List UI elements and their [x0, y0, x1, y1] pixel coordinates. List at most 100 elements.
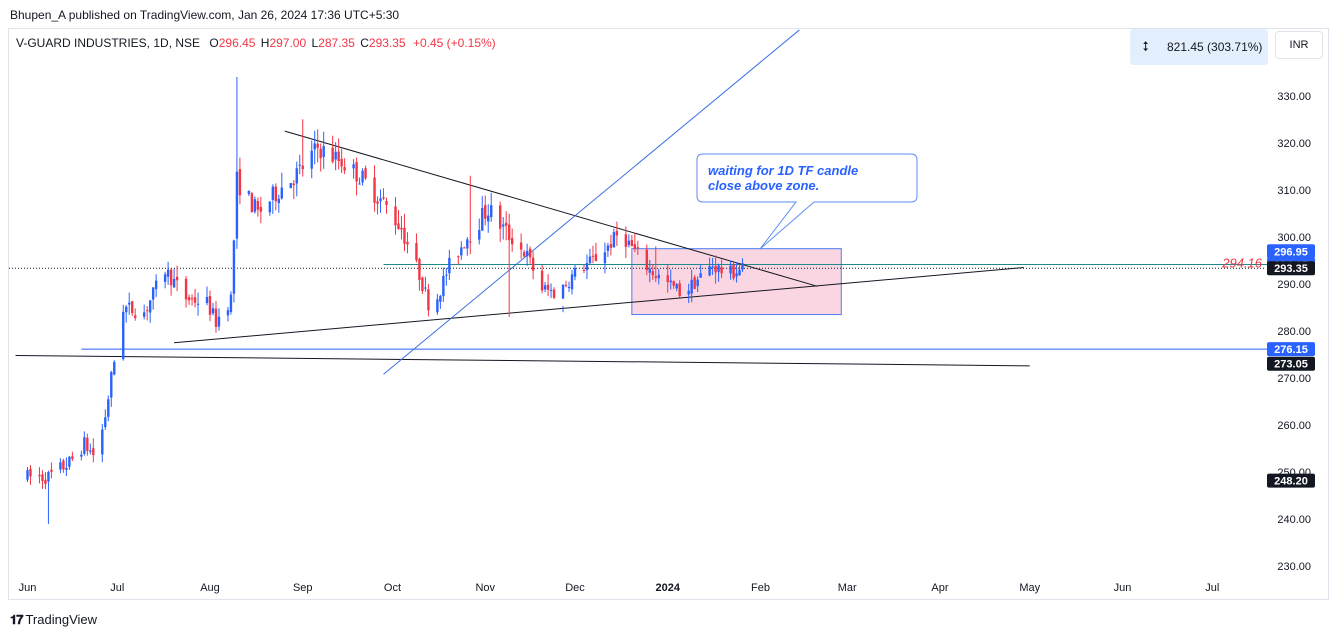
candle-body [193, 297, 197, 303]
x-tick-label: Mar [838, 582, 857, 594]
candle-body [445, 274, 448, 276]
y-tick-label: 320.00 [1277, 138, 1311, 150]
candle-body [528, 248, 532, 258]
candle-body [151, 287, 155, 300]
symbol-name[interactable]: V-GUARD INDUSTRIES, 1D, NSE [16, 36, 201, 50]
brand-text: TradingView [25, 612, 98, 627]
candle-body [540, 270, 544, 291]
candle-body [50, 469, 53, 472]
candle-body [448, 257, 451, 274]
x-tick-label: Jul [110, 582, 124, 594]
candle-body [190, 298, 194, 300]
candle-body [552, 289, 556, 298]
candle-body [507, 224, 511, 241]
candle-body [487, 215, 490, 222]
candle-body [59, 462, 62, 470]
candle-body [648, 268, 651, 273]
price-label-text: 296.95 [1274, 246, 1308, 258]
candle-body [400, 227, 403, 230]
high-value: 297.00 [269, 36, 307, 50]
candle-body [484, 205, 487, 219]
currency-button[interactable]: INR [1275, 31, 1323, 59]
y-tick-label: 270.00 [1277, 373, 1311, 385]
candle-body [376, 201, 379, 204]
price-label-text: 276.15 [1274, 344, 1308, 356]
tradingview-footer[interactable]: 𝟏𝟕 TradingView [10, 612, 97, 628]
candle-body [271, 186, 275, 200]
candle-body [145, 310, 149, 312]
x-tick-label: May [1019, 582, 1040, 594]
candle-body [561, 284, 565, 299]
candle-body [666, 275, 669, 283]
callout-line-2: close above zone. [708, 178, 819, 193]
close-value: 293.35 [368, 36, 406, 50]
candle-body [711, 266, 714, 268]
open-label: O [209, 36, 219, 50]
measure-readout[interactable]: ⭥ 821.45 (303.71%) [1130, 29, 1268, 65]
candle-body [525, 250, 529, 257]
candle-body [71, 456, 74, 459]
price-label-tag [1267, 473, 1315, 488]
high-label: H [260, 36, 270, 50]
candle-body [226, 310, 230, 316]
candle-body [352, 164, 355, 169]
candle-body [672, 281, 675, 286]
candle-body [717, 265, 720, 272]
candle-body [687, 290, 690, 295]
candle-body [29, 468, 32, 477]
candle-body [657, 274, 660, 279]
blue-rising-trend-line[interactable] [383, 29, 800, 375]
x-tick-label: Oct [384, 582, 401, 594]
y-tick-label: 280.00 [1277, 326, 1311, 338]
candle-body [214, 308, 218, 327]
candle-body [573, 267, 577, 277]
candle-body [612, 232, 616, 248]
triangle-upper-line[interactable] [284, 130, 818, 287]
x-tick-label: Jun [19, 582, 37, 594]
publish-header: Bhupen_A published on TradingView.com, J… [0, 0, 1337, 28]
price-label-tag [1267, 261, 1315, 276]
open-value: 296.45 [218, 36, 256, 50]
candle-body [355, 162, 358, 182]
y-tick-label: 230.00 [1277, 561, 1311, 573]
candle-body [588, 256, 592, 264]
candle-body [322, 146, 325, 158]
candle-body [424, 287, 427, 289]
candle-body [460, 247, 463, 256]
candle-body [570, 274, 574, 290]
price-label-text: 273.05 [1274, 359, 1308, 371]
candle-body [421, 277, 424, 291]
change-value: +0.45 (+0.15%) [412, 36, 496, 50]
candle-body [148, 300, 152, 313]
candle-body [624, 234, 628, 247]
candle-body [439, 295, 442, 302]
candle-body [92, 448, 95, 456]
candle-body [334, 151, 337, 160]
candle-body [382, 197, 385, 199]
candle-body [714, 265, 717, 273]
price-label-text: 293.35 [1274, 263, 1308, 275]
x-tick-label: Sep [293, 582, 313, 594]
price-label-text: 248.20 [1274, 476, 1308, 488]
candle-body [44, 479, 47, 484]
x-tick-label: Dec [565, 582, 585, 594]
candle-body [708, 266, 711, 276]
low-value: 287.35 [318, 36, 355, 50]
candle-body [693, 277, 696, 289]
black-support-273-line[interactable] [15, 354, 1030, 367]
candle-body [208, 296, 212, 315]
publisher-text: Bhupen_A published on TradingView.com, J… [10, 8, 400, 22]
candle-body [633, 244, 637, 249]
candle-body [122, 311, 125, 360]
tradingview-logo-icon: 𝟏𝟕 [10, 612, 24, 627]
candle-body [651, 271, 654, 276]
triangle-lower-line[interactable] [174, 267, 1024, 344]
candle-body [211, 308, 215, 314]
candle-body [501, 224, 505, 227]
candle-body [732, 264, 735, 279]
candle-body [62, 460, 65, 470]
candle-body [720, 267, 723, 274]
candle-body [110, 372, 113, 398]
